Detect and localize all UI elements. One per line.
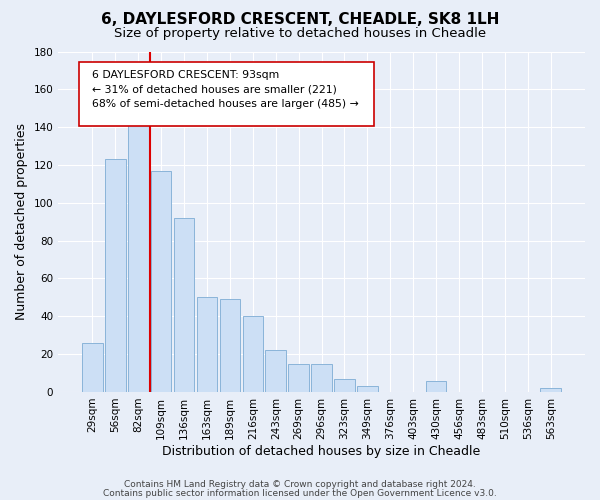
Text: Size of property relative to detached houses in Cheadle: Size of property relative to detached ho…: [114, 28, 486, 40]
Text: Contains HM Land Registry data © Crown copyright and database right 2024.: Contains HM Land Registry data © Crown c…: [124, 480, 476, 489]
Bar: [82, 343, 103, 392]
Bar: [334, 378, 355, 392]
Bar: [357, 386, 378, 392]
Text: 6 DAYLESFORD CRESCENT: 93sqm
← 31% of detached houses are smaller (221)
68% of s: 6 DAYLESFORD CRESCENT: 93sqm ← 31% of de…: [92, 70, 359, 109]
Text: Contains public sector information licensed under the Open Government Licence v3: Contains public sector information licen…: [103, 488, 497, 498]
Bar: [541, 388, 561, 392]
Bar: [105, 160, 125, 392]
Bar: [289, 364, 309, 392]
Bar: [426, 380, 446, 392]
Text: 6, DAYLESFORD CRESCENT, CHEADLE, SK8 1LH: 6, DAYLESFORD CRESCENT, CHEADLE, SK8 1LH: [101, 12, 499, 28]
Bar: [220, 300, 240, 392]
Bar: [174, 218, 194, 392]
Bar: [151, 170, 172, 392]
Bar: [197, 298, 217, 392]
Y-axis label: Number of detached properties: Number of detached properties: [15, 123, 28, 320]
Bar: [265, 350, 286, 392]
Bar: [242, 316, 263, 392]
FancyBboxPatch shape: [79, 62, 374, 126]
Bar: [128, 108, 149, 392]
X-axis label: Distribution of detached houses by size in Cheadle: Distribution of detached houses by size …: [163, 444, 481, 458]
Bar: [311, 364, 332, 392]
